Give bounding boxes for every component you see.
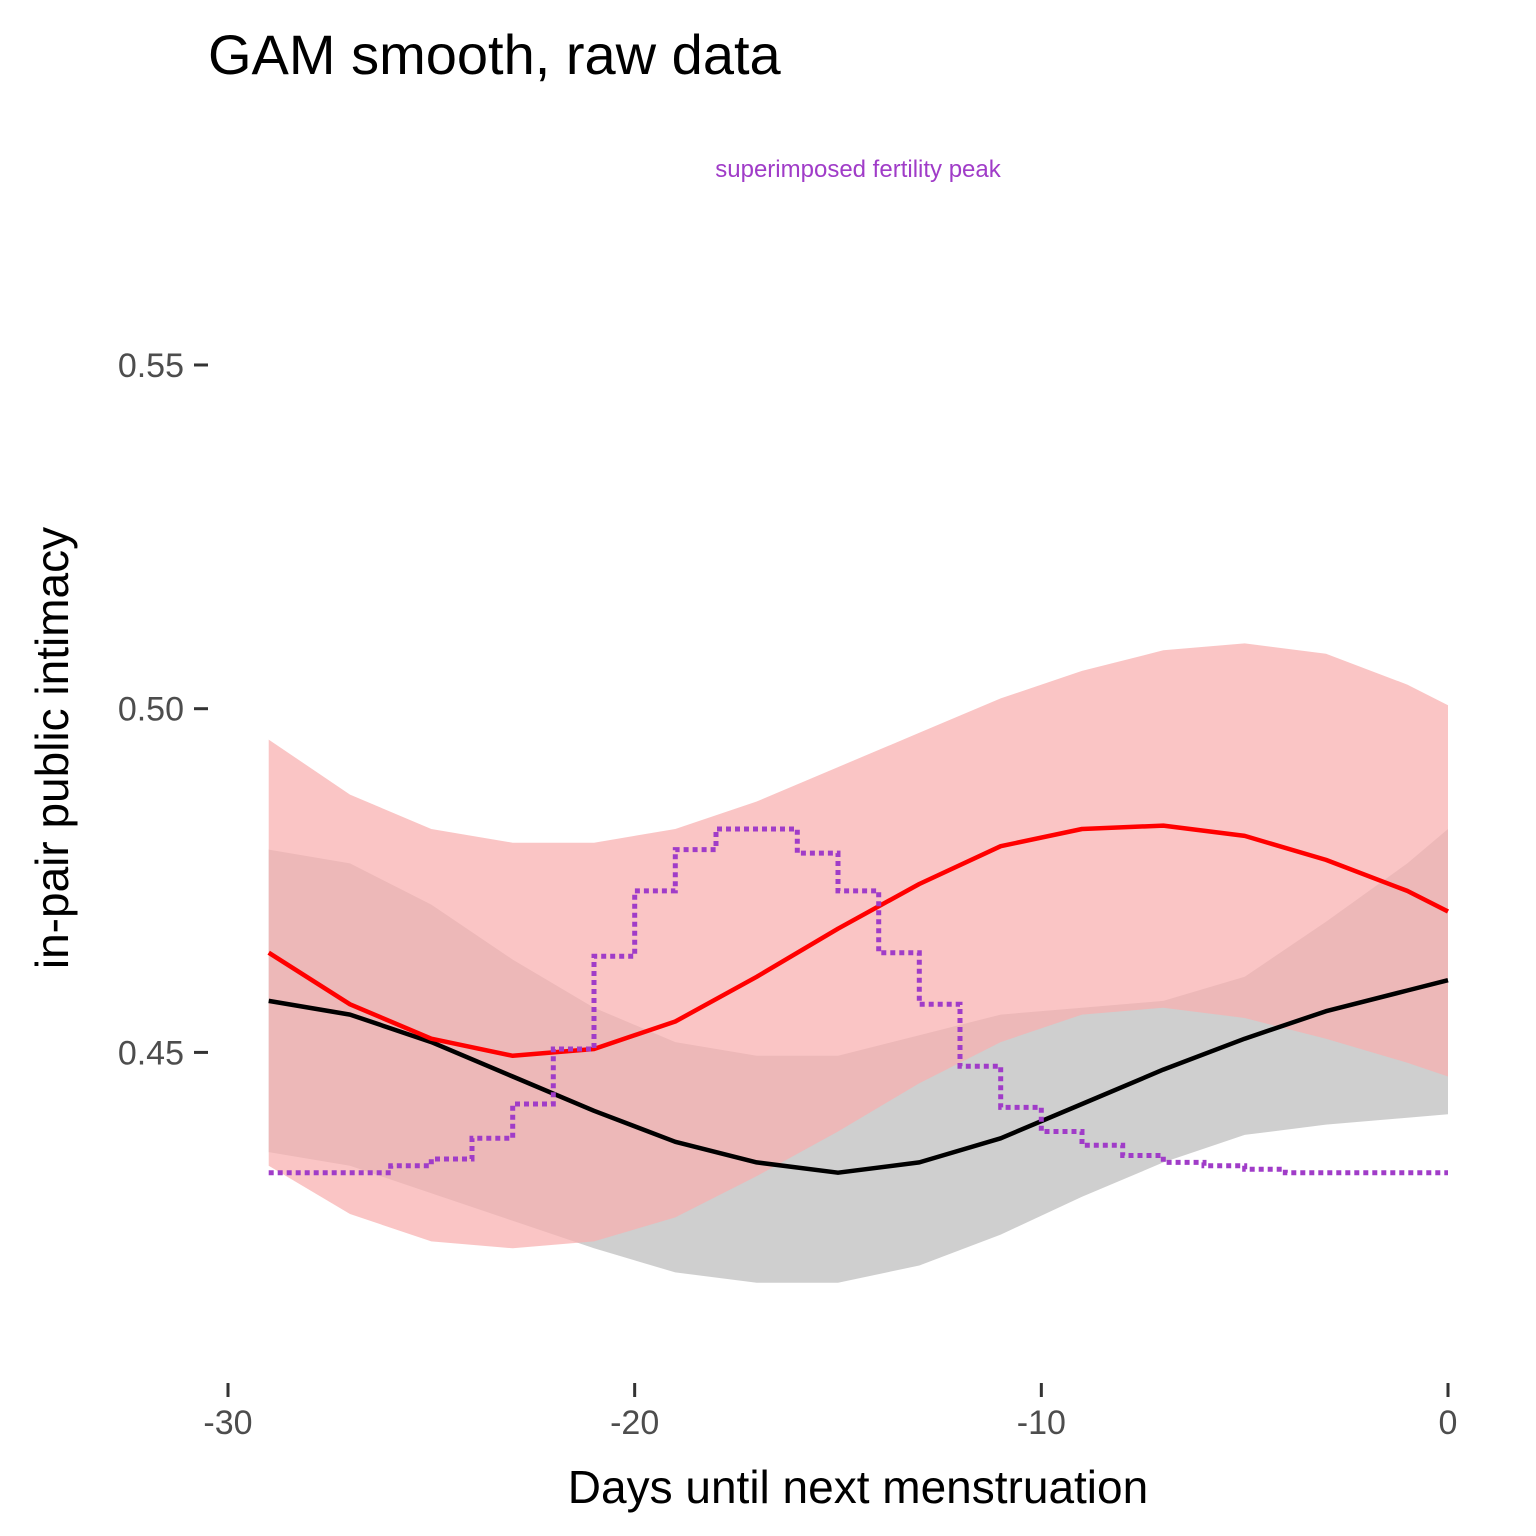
y-tick-label: 0.50 bbox=[118, 691, 184, 729]
smooth-line-red bbox=[267, 823, 1450, 1059]
fertility-peak-line bbox=[268, 826, 1448, 1176]
y-axis-title: in-pair public intimacy bbox=[26, 527, 78, 969]
y-tick-label: 0.55 bbox=[118, 347, 184, 385]
x-tick-label: -10 bbox=[1017, 1404, 1066, 1442]
annotation-fertility-peak: superimposed fertility peak bbox=[715, 156, 1001, 183]
plot-area bbox=[267, 643, 1450, 1283]
x-axis-title: Days until next menstruation bbox=[568, 1461, 1148, 1513]
x-tick-label: -20 bbox=[610, 1404, 659, 1442]
x-tick-label: -30 bbox=[203, 1404, 252, 1442]
y-axis: 0.45 0.50 0.55 bbox=[118, 347, 208, 1072]
smooth-line-black bbox=[268, 978, 1449, 1175]
x-tick-label: 0 bbox=[1439, 1404, 1458, 1442]
chart-title: GAM smooth, raw data bbox=[208, 23, 782, 86]
y-tick-label: 0.45 bbox=[118, 1034, 184, 1072]
x-axis: -30 -20 -10 0 bbox=[203, 1383, 1457, 1442]
